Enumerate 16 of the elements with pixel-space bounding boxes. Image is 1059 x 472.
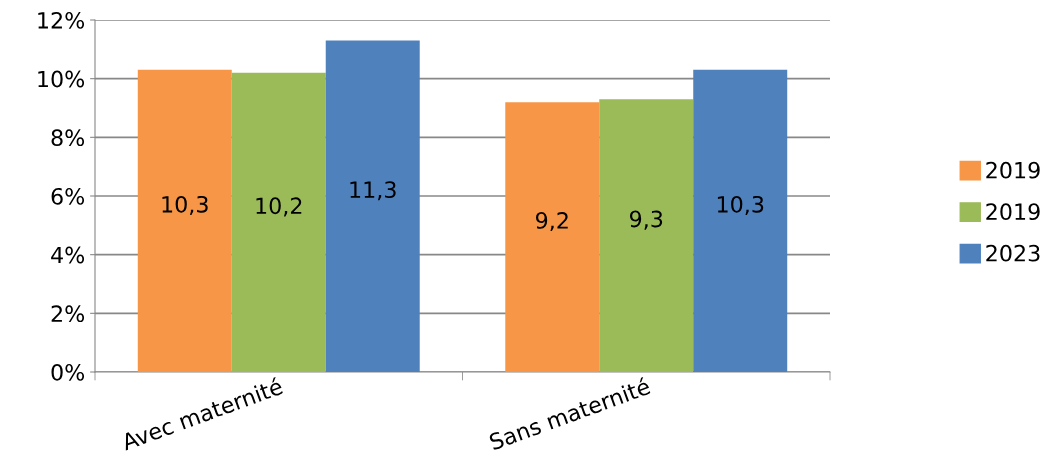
- legend-label: 2023: [986, 244, 1040, 262]
- y-tick-label: 12%: [38, 11, 85, 29]
- legend-label: 2019: [986, 203, 1040, 221]
- y-tick-label: 8%: [51, 129, 85, 147]
- y-tick-label: 6%: [51, 187, 85, 205]
- y-tick-label: 2%: [51, 305, 85, 323]
- y-tick-label: 10%: [38, 70, 85, 88]
- data-label: 9,2: [536, 212, 568, 232]
- legend-label: 2019: [986, 161, 1040, 179]
- data-label: 11,3: [350, 181, 396, 201]
- y-tick-label: 0%: [51, 363, 85, 381]
- data-label: 10,2: [256, 197, 302, 217]
- data-label: 10,3: [717, 195, 764, 215]
- data-label: 10,3: [162, 195, 208, 215]
- y-tick-label: 4%: [51, 246, 85, 264]
- data-label: 9,3: [629, 210, 663, 230]
